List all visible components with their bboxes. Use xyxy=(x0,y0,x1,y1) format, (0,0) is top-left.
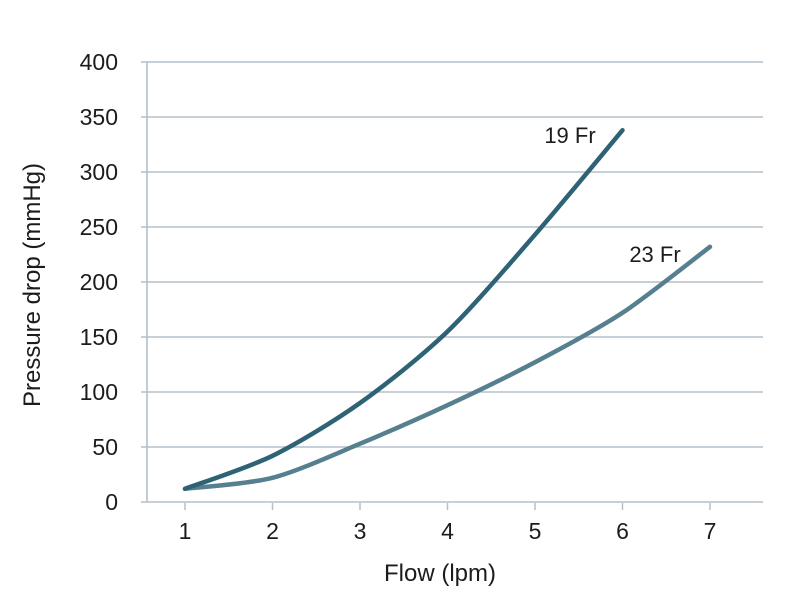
y-axis-title: Pressure drop (mmHg) xyxy=(19,163,46,407)
series-lines xyxy=(182,127,713,492)
x-tick-label-5: 5 xyxy=(529,518,542,544)
y-tick-label-400: 400 xyxy=(80,49,118,75)
x-tick-label-2: 2 xyxy=(266,518,279,544)
y-tick-label-50: 50 xyxy=(92,434,118,460)
x-tick-label-4: 4 xyxy=(441,518,454,544)
y-tick-label-200: 200 xyxy=(80,269,118,295)
x-tick-label-7: 7 xyxy=(704,518,717,544)
series-line-23-fr xyxy=(182,244,713,492)
series-label-23fr: 23 Fr xyxy=(629,242,680,267)
x-tick-label-6: 6 xyxy=(616,518,629,544)
x-tick-label-1: 1 xyxy=(179,518,192,544)
y-tick-label-300: 300 xyxy=(80,159,118,185)
axes xyxy=(146,62,711,510)
y-tick-label-250: 250 xyxy=(80,214,118,240)
series-label-19fr: 19 Fr xyxy=(544,123,595,148)
y-tick-label-150: 150 xyxy=(80,324,118,350)
y-tick-label-0: 0 xyxy=(105,489,118,515)
x-axis-title: Flow (lpm) xyxy=(384,560,496,587)
x-tick-label-3: 3 xyxy=(354,518,367,544)
gridlines xyxy=(141,61,763,503)
y-tick-label-100: 100 xyxy=(80,379,118,405)
series-line-19-fr xyxy=(182,127,625,492)
tick-labels: 1 2 3 4 5 6 7 0 50 100 150 200 250 300 350 400 xyxy=(80,49,717,544)
y-tick-label-350: 350 xyxy=(80,104,118,130)
